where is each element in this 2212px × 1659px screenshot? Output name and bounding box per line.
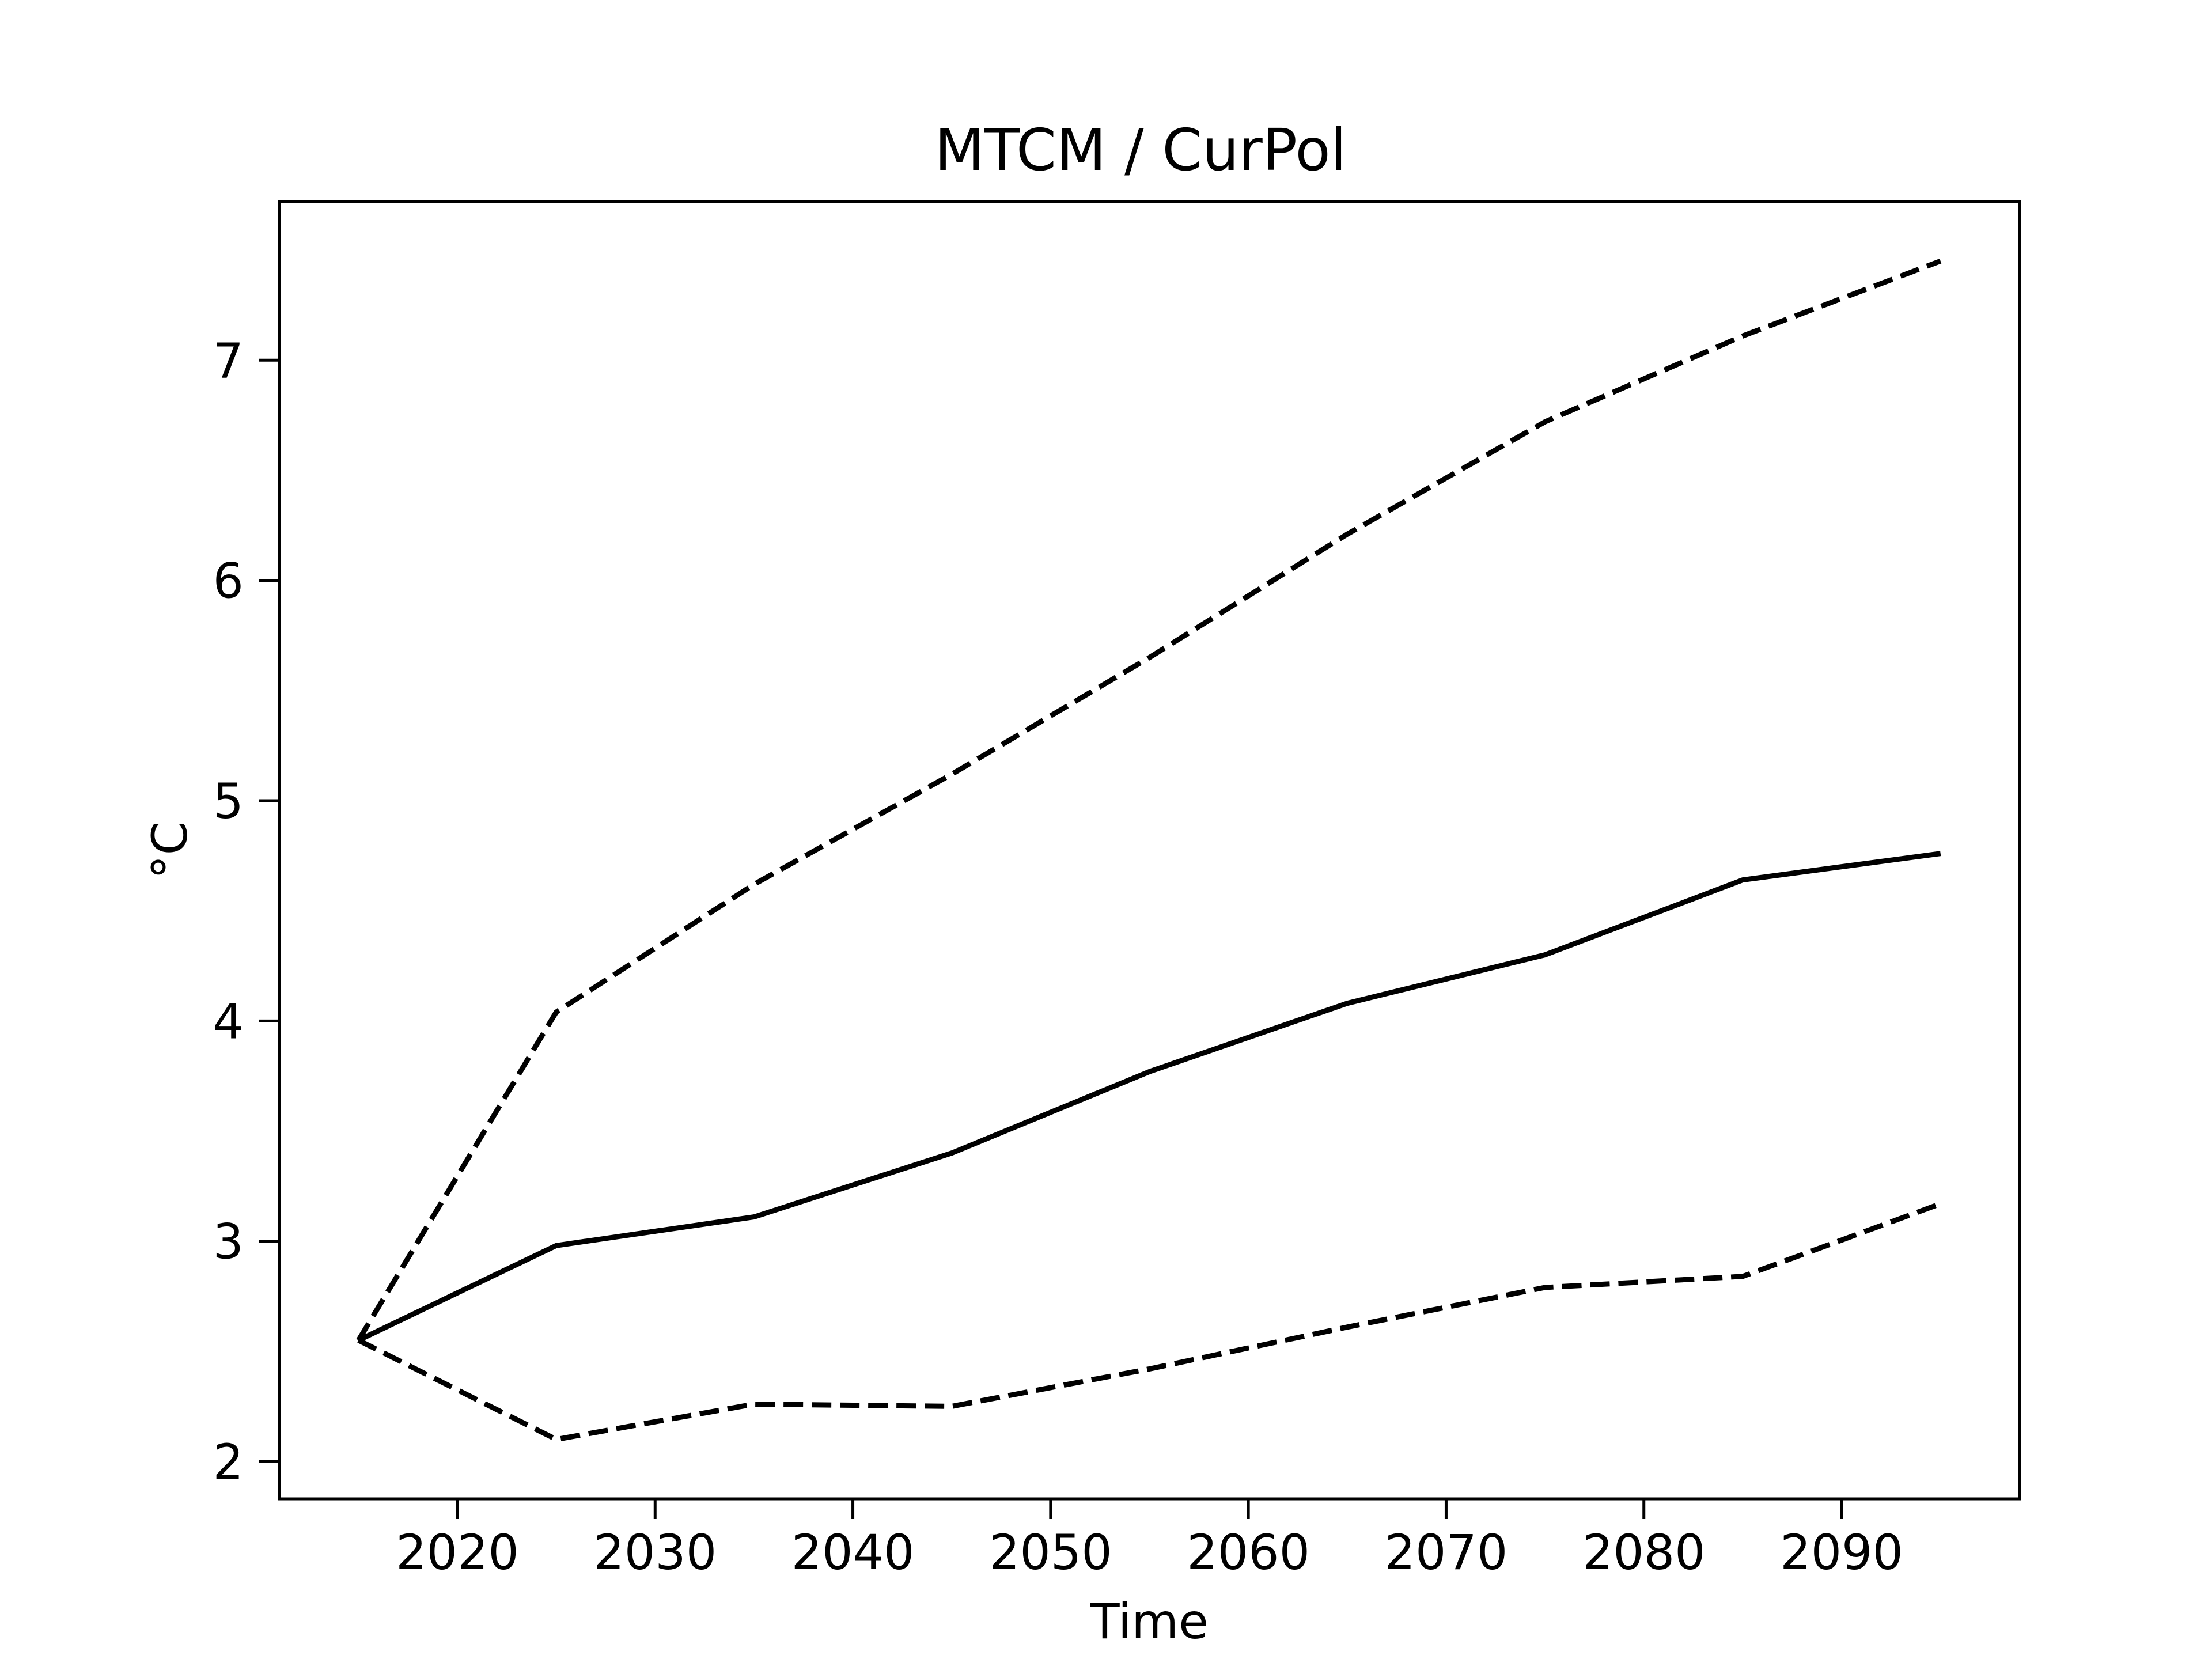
y-tick-label: 3 — [213, 1214, 244, 1270]
x-tick-label: 2040 — [791, 1524, 915, 1581]
plot-frame — [278, 200, 2021, 1501]
series-line-3 — [357, 1201, 1942, 1442]
x-tick-label: 2030 — [593, 1524, 717, 1581]
y-axis-label: °C — [142, 821, 198, 880]
series-line-1 — [356, 258, 1942, 1342]
y-axis-ticks: 2 3 4 5 6 7 — [213, 332, 279, 1490]
x-tick-label: 2060 — [1187, 1524, 1310, 1581]
y-tick-label: 2 — [213, 1434, 244, 1490]
x-axis-ticks: 2020 2030 2040 2050 2060 2070 2080 2090 — [396, 1499, 1903, 1581]
x-tick-label: 2070 — [1385, 1524, 1508, 1581]
y-tick-label: 4 — [213, 993, 244, 1050]
x-axis-label: Time — [1089, 1593, 1209, 1650]
series-layer — [356, 258, 1942, 1442]
y-tick-label: 6 — [213, 553, 244, 609]
x-tick-label: 2080 — [1582, 1524, 1706, 1581]
y-tick-label: 7 — [213, 332, 244, 389]
x-tick-label: 2020 — [396, 1524, 519, 1581]
x-tick-label: 2050 — [989, 1524, 1112, 1581]
series-line-2 — [357, 851, 1941, 1343]
x-tick-label: 2090 — [1780, 1524, 1903, 1581]
y-tick-label: 5 — [213, 773, 244, 830]
chart-title: MTCM / CurPol — [935, 116, 1347, 184]
